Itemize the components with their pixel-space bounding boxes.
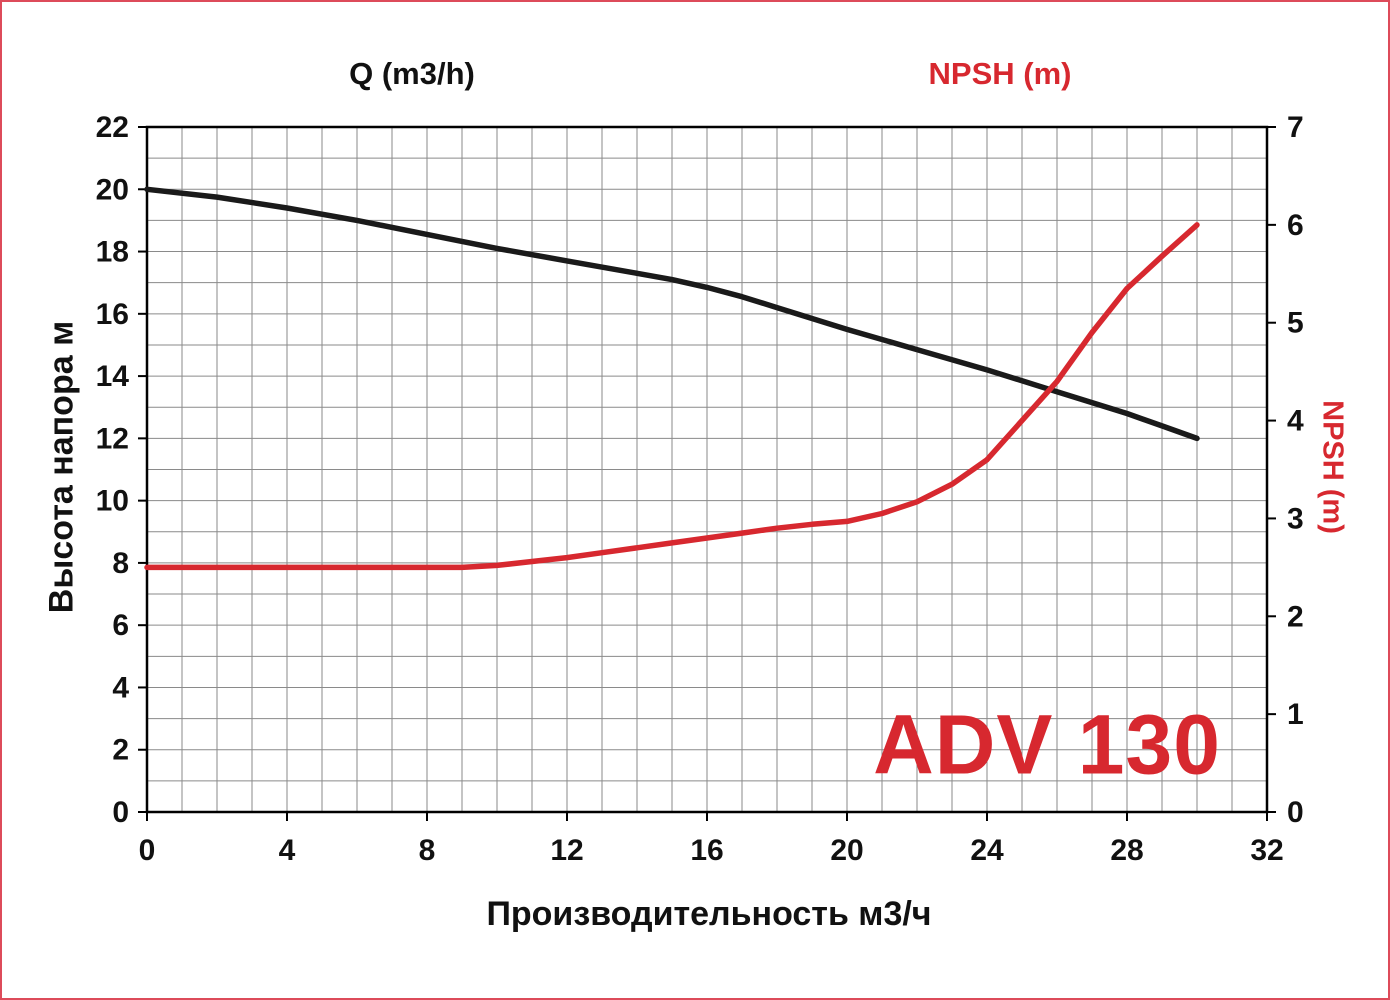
svg-text:12: 12 — [550, 834, 583, 867]
svg-text:16: 16 — [690, 834, 723, 867]
svg-text:6: 6 — [112, 609, 129, 642]
svg-text:4: 4 — [112, 671, 129, 704]
svg-text:7: 7 — [1287, 111, 1304, 144]
svg-text:8: 8 — [112, 547, 129, 580]
svg-text:3: 3 — [1287, 502, 1304, 535]
svg-text:8: 8 — [419, 834, 436, 867]
npsh-curve — [144, 222, 1200, 571]
right-axis-title: NPSH (m) — [1316, 400, 1349, 534]
svg-text:20: 20 — [96, 173, 129, 206]
svg-text:2: 2 — [112, 734, 129, 767]
svg-text:0: 0 — [1287, 796, 1304, 829]
x-axis-title: Производительность м3/ч — [486, 895, 932, 933]
svg-text:32: 32 — [1250, 834, 1283, 867]
svg-text:22: 22 — [96, 111, 129, 144]
svg-text:12: 12 — [96, 422, 129, 455]
svg-text:14: 14 — [96, 360, 130, 393]
svg-text:10: 10 — [96, 485, 129, 518]
svg-text:2: 2 — [1287, 600, 1304, 633]
svg-text:24: 24 — [970, 834, 1004, 867]
svg-text:20: 20 — [830, 834, 863, 867]
svg-text:16: 16 — [96, 298, 129, 331]
svg-text:1: 1 — [1287, 698, 1304, 731]
head-curve — [144, 186, 1200, 442]
svg-text:4: 4 — [279, 834, 296, 867]
npsh-units-label: NPSH (m) — [928, 56, 1072, 91]
svg-text:28: 28 — [1110, 834, 1143, 867]
svg-text:0: 0 — [139, 834, 156, 867]
svg-text:18: 18 — [96, 236, 129, 269]
pump-model-label: ADV 130 — [873, 697, 1221, 792]
svg-text:6: 6 — [1287, 209, 1304, 242]
left-axis-title: Высота напора м — [42, 320, 81, 614]
svg-text:4: 4 — [1287, 405, 1304, 438]
svg-text:5: 5 — [1287, 307, 1304, 340]
svg-text:0: 0 — [112, 796, 129, 829]
flow-units-label: Q (m3/h) — [349, 56, 475, 91]
